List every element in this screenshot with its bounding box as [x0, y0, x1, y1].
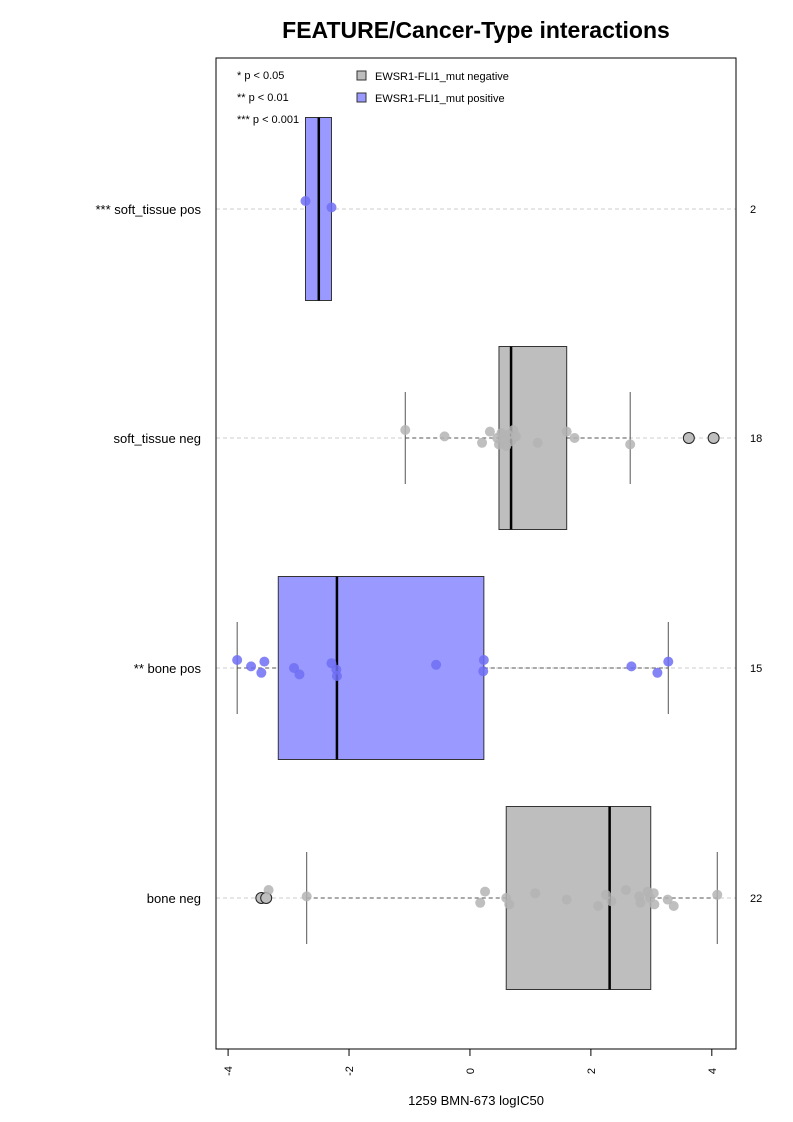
data-point — [259, 656, 270, 667]
significance-legend-item: *** p < 0.001 — [237, 114, 299, 126]
legend-swatch — [356, 70, 367, 81]
category-label: soft_tissue neg — [114, 431, 201, 446]
data-point — [625, 439, 636, 450]
data-point — [530, 888, 541, 899]
data-point — [561, 894, 572, 905]
data-point — [256, 667, 267, 678]
sample-count: 15 — [750, 663, 762, 675]
data-point — [300, 196, 311, 206]
data-point — [626, 661, 637, 672]
box — [277, 576, 485, 760]
data-point — [648, 888, 659, 899]
sample-counts: 2 18 15 22 — [750, 204, 762, 905]
data-point — [480, 886, 491, 897]
data-point — [477, 437, 488, 448]
sample-count: 2 — [750, 204, 756, 216]
data-point — [561, 426, 572, 437]
legend-swatch — [356, 92, 367, 103]
box — [505, 806, 652, 990]
data-point — [439, 431, 450, 442]
data-point — [431, 659, 442, 670]
category-label: *** soft_tissue pos — [95, 202, 201, 217]
x-tick-label: -4 — [223, 1066, 235, 1076]
data-point — [652, 667, 663, 678]
x-axis: -4 -2 0 2 4 — [223, 1048, 719, 1076]
data-point — [232, 655, 243, 665]
x-tick-label: 2 — [586, 1068, 598, 1074]
data-point — [668, 901, 679, 911]
outlier-point — [707, 432, 720, 444]
data-point — [478, 655, 489, 665]
category-labels: *** soft_tissue pos soft_tissue neg ** bon… — [95, 202, 201, 906]
data-point — [712, 889, 723, 900]
data-point — [532, 437, 543, 448]
data-point — [478, 666, 489, 677]
data-point — [400, 425, 411, 435]
grid-lines — [216, 208, 736, 899]
data-point — [569, 433, 580, 443]
chart-title: FEATURE/Cancer-Type interactions — [282, 17, 670, 43]
outlier-point — [682, 432, 695, 444]
data-point — [331, 671, 342, 681]
data-point — [294, 669, 305, 680]
sample-count: 18 — [750, 433, 762, 445]
data-point — [263, 885, 274, 895]
data-point — [504, 899, 515, 910]
data-point — [649, 899, 660, 910]
data-point — [606, 896, 617, 907]
data-point — [301, 891, 312, 902]
significance-legend-item: * p < 0.05 — [237, 70, 284, 82]
data-point — [326, 202, 337, 213]
data-point — [593, 901, 604, 911]
data-point — [663, 656, 674, 667]
data-point — [484, 426, 495, 437]
legend-label: EWSR1-FLI1_mut positive — [375, 93, 505, 105]
boxes — [236, 117, 718, 990]
x-tick-label: 4 — [707, 1068, 719, 1074]
data-points — [232, 196, 723, 911]
data-point — [635, 897, 646, 908]
legend: * p < 0.05 ** p < 0.01 *** p < 0.001 EWSR1-… — [237, 70, 509, 126]
x-tick-label: -2 — [344, 1066, 356, 1076]
x-tick-label: 0 — [465, 1068, 477, 1074]
data-point — [620, 885, 631, 895]
data-point — [246, 661, 257, 672]
sample-count: 22 — [750, 893, 762, 905]
x-axis-label: 1259 BMN-673 logIC50 — [408, 1093, 544, 1108]
data-point — [475, 897, 486, 908]
category-label: ** bone pos — [134, 661, 202, 676]
data-point — [510, 431, 521, 442]
legend-label: EWSR1-FLI1_mut negative — [375, 71, 509, 83]
data-point — [662, 894, 673, 905]
significance-legend-item: ** p < 0.01 — [237, 92, 289, 104]
category-label: bone neg — [147, 891, 201, 906]
